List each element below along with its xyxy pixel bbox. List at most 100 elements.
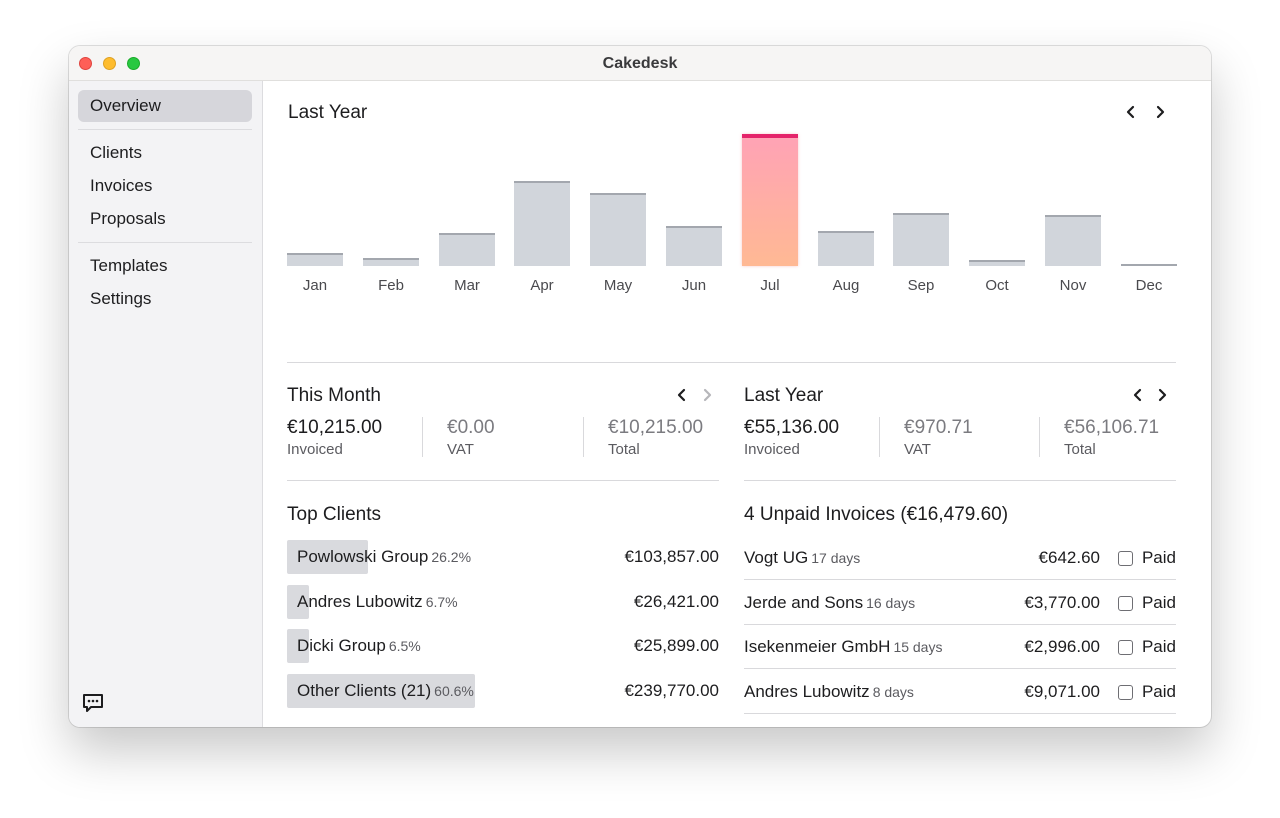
this-month-vat-value: €0.00 (447, 417, 495, 438)
sidebar-item-templates[interactable]: Templates (90, 256, 168, 275)
chart-bar-jun[interactable] (666, 226, 722, 266)
paid-checkbox[interactable] (1118, 685, 1133, 700)
divider (287, 480, 719, 481)
client-name: Dicki Group (297, 636, 386, 655)
client-name: Other Clients (21) (297, 681, 432, 700)
chart-x-label: Feb (378, 277, 404, 294)
sidebar-item-settings[interactable]: Settings (90, 289, 152, 308)
minimize-window-button[interactable] (103, 57, 116, 70)
client-amount: €25,899.00 (633, 636, 719, 655)
close-window-button[interactable] (79, 57, 92, 70)
stat-divider (583, 417, 584, 457)
chart-bar-may[interactable] (590, 193, 646, 266)
invoice-row[interactable]: Jerde and Sons 16 days €3,770.00 Paid (744, 581, 1176, 625)
sidebar: Overview Clients Invoices Proposals Temp… (69, 81, 263, 727)
paid-label[interactable]: Paid (1141, 682, 1176, 701)
chart-bar-apr[interactable] (514, 181, 570, 266)
sidebar-item-invoices[interactable]: Invoices (90, 176, 153, 195)
chart-x-label: Apr (530, 277, 554, 294)
client-amount: €239,770.00 (624, 681, 719, 700)
chart-bar-sep[interactable] (893, 213, 949, 266)
chevron-right-icon[interactable] (1153, 105, 1167, 119)
client-row[interactable]: Dicki Group 6.5% €25,899.00 (287, 629, 719, 663)
paid-checkbox[interactable] (1118, 640, 1133, 655)
invoice-age: 16 days (866, 595, 916, 611)
invoice-age: 8 days (872, 684, 914, 700)
chat-bubble-icon[interactable] (82, 693, 104, 713)
client-percent: 26.2% (431, 549, 472, 565)
chevron-left-icon[interactable] (1131, 388, 1145, 402)
client-share-bar (287, 674, 475, 708)
last-year-title: Last Year (744, 385, 824, 406)
this-month-total-label: Total (608, 441, 640, 458)
chart-x-label: Mar (454, 277, 480, 294)
chart-bar-jul[interactable] (742, 134, 798, 266)
client-share-bar (287, 585, 309, 619)
this-month-title: This Month (287, 385, 381, 406)
divider (744, 480, 1176, 481)
sidebar-item-proposals[interactable]: Proposals (90, 209, 166, 228)
chart-x-label: Jan (302, 277, 328, 294)
window-title: Cakedesk (602, 55, 678, 72)
client-name: Powlowski Group (297, 547, 429, 566)
client-percent: 60.6% (434, 683, 474, 699)
paid-label[interactable]: Paid (1141, 593, 1176, 612)
chevron-right-icon[interactable] (1155, 388, 1169, 402)
paid-label[interactable]: Paid (1141, 637, 1176, 656)
client-percent: 6.7% (425, 594, 458, 610)
divider (287, 362, 1176, 363)
invoice-amount: €3,770.00 (1024, 593, 1100, 612)
last-year-invoiced-label: Invoiced (744, 441, 800, 458)
main-content: Last Year Jan Feb Mar Apr May Jun Jul Aug Sep Oct… (264, 81, 1211, 727)
stat-divider (422, 417, 423, 457)
invoice-client: Jerde and Sons (744, 593, 864, 612)
paid-checkbox[interactable] (1118, 596, 1133, 611)
last-year-total-label: Total (1064, 441, 1096, 458)
client-row[interactable]: Andres Lubowitz 6.7% €26,421.00 (287, 585, 719, 619)
chevron-left-icon[interactable] (675, 388, 689, 402)
chevron-left-icon[interactable] (1124, 105, 1138, 119)
client-name: Andres Lubowitz (297, 592, 423, 611)
chart-bar-oct[interactable] (969, 260, 1025, 266)
invoice-row[interactable]: Andres Lubowitz 8 days €9,071.00 Paid (744, 670, 1176, 714)
sidebar-item-clients[interactable]: Clients (90, 143, 142, 162)
last-year-vat-label: VAT (904, 441, 931, 458)
app-window: Cakedesk Overview Clients Invoices Propo… (69, 46, 1211, 727)
chart-bar-feb[interactable] (363, 258, 419, 266)
invoice-amount: €642.60 (1038, 548, 1100, 567)
this-month-vat-label: VAT (447, 441, 474, 458)
last-year-invoiced-value: €55,136.00 (744, 417, 840, 438)
client-row[interactable]: Powlowski Group 26.2% €103,857.00 (287, 540, 719, 574)
top-clients-title: Top Clients (287, 504, 381, 525)
chart-bar-mar[interactable] (439, 233, 495, 266)
last-year-total-value: €56,106.71 (1064, 417, 1160, 438)
chart-bar-jan[interactable] (287, 253, 343, 266)
chart-x-label: Dec (1135, 277, 1163, 294)
chart-x-label: Jul (760, 277, 780, 294)
client-row[interactable]: Other Clients (21) 60.6% €239,770.00 (287, 674, 719, 708)
sidebar-divider (78, 242, 252, 243)
chart-bar-dec[interactable] (1121, 264, 1177, 266)
this-month-invoiced-label: Invoiced (287, 441, 343, 458)
chart-x-label: Oct (985, 277, 1009, 294)
chart-bar-aug[interactable] (818, 231, 874, 266)
unpaid-invoices-title: 4 Unpaid Invoices (€16,479.60) (744, 504, 1009, 525)
invoice-age: 17 days (811, 550, 861, 566)
chevron-right-icon (700, 388, 714, 402)
invoice-amount: €9,071.00 (1024, 682, 1100, 701)
invoice-row[interactable]: Isekenmeier GmbH 15 days €2,996.00 Paid (744, 625, 1176, 669)
zoom-window-button[interactable] (127, 57, 140, 70)
invoice-client: Vogt UG (744, 548, 809, 567)
paid-checkbox[interactable] (1118, 551, 1133, 566)
invoice-client: Isekenmeier GmbH (744, 637, 891, 656)
client-amount: €103,857.00 (624, 547, 719, 566)
invoice-row[interactable]: Vogt UG 17 days €642.60 Paid (744, 536, 1176, 580)
chart-x-label: Aug (832, 277, 860, 294)
sidebar-item-overview[interactable]: Overview (78, 90, 252, 122)
paid-label[interactable]: Paid (1141, 548, 1176, 567)
chart-title: Last Year (288, 102, 368, 123)
chart-bar-nov[interactable] (1045, 215, 1101, 266)
chart-x-label: Sep (907, 277, 935, 294)
monthly-revenue-chart: Jan Feb Mar Apr May Jun Jul Aug Sep Oct Nov Dec (287, 133, 1177, 303)
title-bar: Cakedesk (69, 46, 1211, 81)
